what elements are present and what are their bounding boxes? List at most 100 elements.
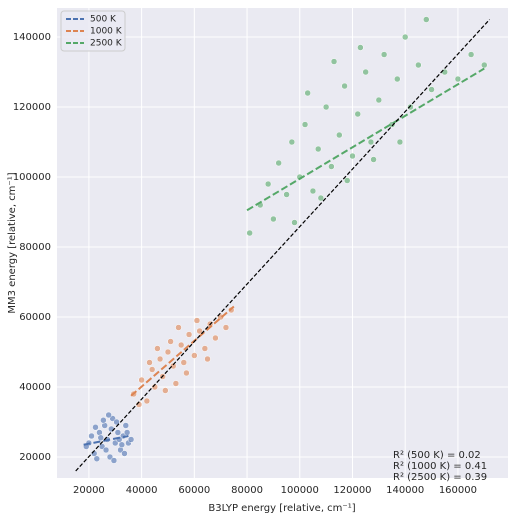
scatter-point bbox=[367, 138, 375, 146]
y-tick-label: 60000 bbox=[19, 312, 51, 323]
scatter-point bbox=[191, 352, 198, 359]
scatter-point bbox=[317, 194, 325, 202]
fit-line bbox=[83, 435, 129, 446]
scatter-point bbox=[143, 397, 151, 405]
scatter-point bbox=[322, 103, 330, 111]
scatter-point bbox=[212, 334, 219, 342]
scatter-point bbox=[357, 44, 364, 51]
x-tick-label: 20000 bbox=[73, 485, 105, 496]
scatter-point bbox=[121, 450, 128, 457]
scatter-point bbox=[423, 16, 430, 23]
scatter-point bbox=[148, 366, 156, 373]
scatter-point bbox=[375, 96, 383, 104]
scatter-point bbox=[102, 446, 110, 454]
legend-label: 1000 K bbox=[90, 27, 123, 37]
scatter-point bbox=[415, 61, 422, 69]
scatter-point bbox=[309, 187, 317, 195]
scatter-point bbox=[169, 362, 177, 370]
fit-line bbox=[130, 305, 235, 397]
legend-label: 2500 K bbox=[90, 39, 123, 49]
x-tick-label: 160000 bbox=[439, 485, 477, 496]
scatter-point bbox=[183, 369, 190, 377]
scatter-point bbox=[454, 75, 462, 83]
scatter-point bbox=[354, 110, 362, 118]
y-axis-label: MM3 energy [relative, cm⁻¹] bbox=[7, 172, 18, 313]
scatter-point bbox=[92, 424, 99, 431]
scatter-point bbox=[105, 411, 112, 419]
legend-label: 500 K bbox=[90, 15, 117, 25]
scatter-point bbox=[380, 51, 388, 58]
scatter-point bbox=[100, 417, 107, 424]
scatter-point bbox=[222, 324, 230, 331]
scatter-point bbox=[122, 422, 130, 429]
scatter-point bbox=[481, 61, 488, 69]
scatter-point bbox=[154, 345, 161, 352]
scatter-point bbox=[180, 359, 188, 366]
scatter-point bbox=[162, 387, 169, 394]
scatter-point bbox=[275, 159, 282, 167]
scatter-point bbox=[110, 457, 118, 464]
scatter-point bbox=[283, 191, 290, 198]
scatter-point bbox=[270, 215, 277, 223]
legend-box bbox=[60, 10, 126, 52]
scatter-point bbox=[428, 86, 435, 93]
scatter-point bbox=[291, 219, 298, 226]
scatter-point bbox=[394, 75, 401, 83]
scatter-point bbox=[193, 317, 201, 324]
y-tick-label: 80000 bbox=[19, 242, 51, 253]
scatter-point bbox=[288, 138, 296, 146]
scatter-point bbox=[164, 348, 172, 356]
scatter-point bbox=[349, 152, 356, 160]
scatter-point bbox=[146, 359, 153, 366]
y-tick-label: 20000 bbox=[19, 452, 51, 463]
x-tick-label: 40000 bbox=[126, 485, 158, 496]
scatter-point bbox=[93, 455, 101, 463]
scatter-point bbox=[314, 145, 322, 153]
scatter-point bbox=[264, 180, 272, 188]
scatter-point bbox=[172, 380, 180, 387]
scatter-point bbox=[401, 33, 409, 41]
scatter-point bbox=[88, 432, 95, 440]
scatter-point bbox=[407, 103, 414, 111]
annotation: R² (500 K) = 0.02 bbox=[393, 450, 481, 461]
scatter-point bbox=[175, 324, 182, 331]
scatter-point bbox=[246, 229, 253, 237]
y-tick-label: 120000 bbox=[13, 102, 51, 113]
scatter-point bbox=[113, 418, 120, 426]
scatter-point bbox=[138, 376, 145, 384]
y-tick-label: 140000 bbox=[13, 32, 51, 43]
scatter-point bbox=[328, 163, 335, 170]
scatter-point bbox=[185, 331, 193, 338]
scatter-point bbox=[343, 177, 351, 184]
scatter-point bbox=[204, 355, 211, 363]
scatter-point bbox=[97, 434, 105, 442]
x-tick-label: 80000 bbox=[231, 485, 263, 496]
diagonal-line bbox=[75, 19, 490, 472]
scatter-point bbox=[396, 138, 404, 146]
scatter-point bbox=[304, 89, 311, 97]
fit-line bbox=[246, 67, 485, 212]
scatter-point bbox=[127, 436, 135, 443]
scatter-point bbox=[201, 345, 209, 352]
scatter-point bbox=[123, 429, 131, 436]
x-tick-label: 60000 bbox=[178, 485, 210, 496]
scatter-point bbox=[167, 338, 174, 345]
scatter-point bbox=[114, 429, 122, 436]
x-axis-label: B3LYP energy [relative, cm⁻¹] bbox=[208, 503, 355, 514]
annotation: R² (1000 K) = 0.41 bbox=[393, 461, 487, 472]
scatter-point bbox=[177, 341, 185, 349]
scatter-point bbox=[118, 441, 126, 449]
annotation: R² (2500 K) = 0.39 bbox=[393, 472, 487, 483]
scatter-point bbox=[467, 51, 475, 58]
scatter-point bbox=[196, 327, 203, 335]
scatter-point bbox=[156, 355, 164, 363]
x-tick-label: 140000 bbox=[386, 485, 424, 496]
y-tick-label: 40000 bbox=[19, 382, 51, 393]
scatter-point bbox=[301, 121, 309, 128]
scatter-point bbox=[370, 156, 377, 163]
scatter-point bbox=[336, 131, 343, 139]
y-tick-label: 100000 bbox=[13, 172, 51, 183]
plot-area bbox=[57, 8, 508, 478]
scatter-point bbox=[362, 68, 369, 76]
